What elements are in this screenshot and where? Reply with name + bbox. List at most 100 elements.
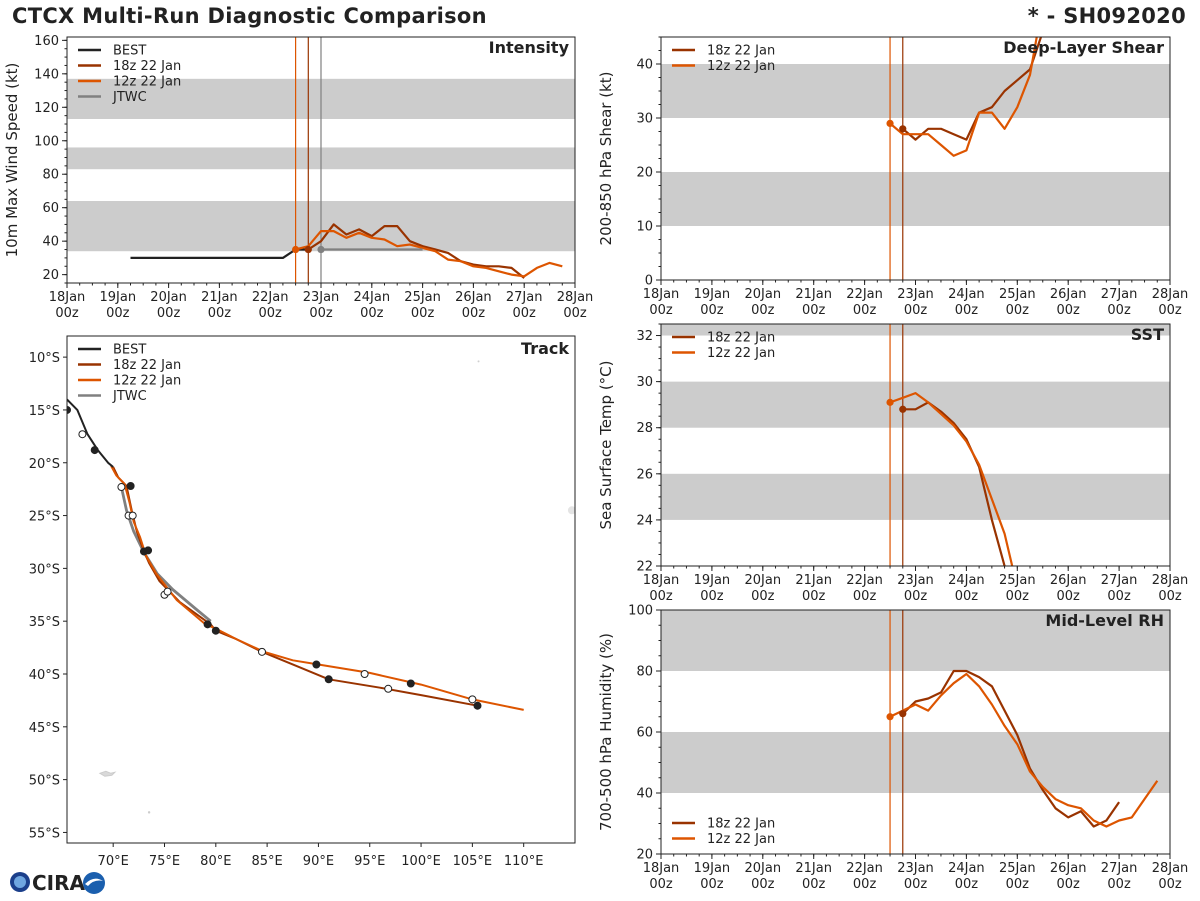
sst-ytick-label: 30 (636, 375, 653, 390)
sst-xtick-day: 23Jan (897, 573, 934, 588)
sst-xtick-day: 26Jan (1050, 573, 1087, 588)
track-marker (78, 430, 87, 439)
rh-series-run12 (889, 672, 1159, 828)
track-marker (163, 587, 172, 596)
intensity-xtick-hour: 00z (55, 306, 79, 321)
rh-xtick-day: 24Jan (948, 861, 985, 876)
track-marker (117, 483, 126, 492)
intensity-xtick-day: 26Jan (455, 290, 492, 305)
rh-xtick-hour: 00z (853, 877, 877, 892)
intensity-xtick-day: 25Jan (404, 290, 441, 305)
intensity-marker-run18 (304, 245, 312, 254)
sst-xtick-day: 18Jan (643, 573, 680, 588)
shear-panel: 01020304018Jan00z19Jan00z20Jan00z21Jan00… (597, 36, 1188, 318)
shear-xtick-hour: 00z (1158, 303, 1182, 318)
track-xtick-label: 100°E (401, 854, 441, 869)
rh-xtick-day: 28Jan (1152, 861, 1189, 876)
shear-legend-label-run18: 18z 22 Jan (707, 44, 775, 59)
shear-series-run12 (889, 37, 1038, 157)
rh-xtick-hour: 00z (649, 877, 673, 892)
intensity-xtick-hour: 00z (309, 306, 333, 321)
intensity-ytick-label: 140 (34, 67, 59, 82)
sst-band-0 (661, 473, 1170, 520)
intensity-legend-label-jtwc: JTWC (112, 90, 147, 105)
intensity-xtick-day: 19Jan (100, 290, 137, 305)
shear-xtick-hour: 00z (700, 303, 724, 318)
rh-xtick-hour: 00z (1158, 877, 1182, 892)
rh-xtick-day: 27Jan (1101, 861, 1138, 876)
sst-xtick-day: 22Jan (846, 573, 883, 588)
intensity-series-run18 (307, 223, 525, 279)
track-marker (360, 670, 369, 678)
rh-marker-run12 (886, 713, 894, 721)
sst-legend-label-run12: 12z 22 Jan (707, 346, 775, 361)
sst-xtick-day: 19Jan (694, 573, 731, 588)
track-marker (384, 684, 393, 693)
shear-xtick-day: 25Jan (999, 287, 1036, 302)
track-frame (66, 335, 576, 844)
track-marker (126, 481, 135, 490)
shear-xtick-hour: 00z (1006, 303, 1030, 318)
rh-ytick-label: 80 (636, 665, 653, 680)
track-land-christmas (477, 360, 480, 363)
shear-marker-run18 (899, 125, 907, 133)
rh-ylabel: 700-500 hPa Humidity (%) (597, 633, 615, 831)
rh-xtick-day: 25Jan (999, 861, 1036, 876)
rh-ytick-label: 40 (636, 787, 653, 802)
track-marker (203, 620, 212, 629)
shear-ytick-label: 30 (636, 112, 653, 127)
shear-xtick-hour: 00z (853, 303, 877, 318)
intensity-xtick-day: 21Jan (201, 290, 238, 305)
intensity-ylabel: 10m Max Wind Speed (kt) (3, 63, 21, 258)
shear-band-1 (661, 64, 1170, 118)
rh-ytick-label: 20 (636, 848, 653, 863)
shear-xtick-day: 20Jan (745, 287, 782, 302)
shear-xtick-day: 27Jan (1101, 287, 1138, 302)
rh-legend-label-run18: 18z 22 Jan (707, 817, 775, 832)
intensity-xtick-day: 24Jan (354, 290, 391, 305)
track-marker (90, 446, 99, 455)
intensity-xtick-hour: 00z (360, 306, 384, 321)
track-xtick-label: 105°E (453, 854, 493, 869)
shear-ytick-label: 0 (645, 274, 653, 289)
cira-logo: CIRA (6, 867, 106, 897)
sst-series-run12 (889, 392, 1014, 566)
rh-marker-run18 (899, 710, 907, 718)
intensity-xtick-hour: 00z (106, 306, 130, 321)
track-marker (67, 405, 71, 414)
track-xtick-label: 85°E (251, 854, 282, 869)
sst-xtick-hour: 00z (649, 589, 673, 604)
rh-legend-label-run12: 12z 22 Jan (707, 832, 775, 847)
intensity-xtick-day: 27Jan (506, 290, 543, 305)
sst-xtick-day: 27Jan (1101, 573, 1138, 588)
shear-ytick-label: 40 (636, 58, 653, 73)
track-marker (468, 695, 477, 704)
sst-ytick-label: 28 (636, 421, 653, 436)
track-ytick-label: 20°S (29, 457, 60, 472)
track-land-heard (147, 811, 151, 814)
shear-xtick-hour: 00z (904, 303, 928, 318)
shear-xtick-hour: 00z (1057, 303, 1081, 318)
sst-marker-run12 (886, 398, 894, 406)
sst-legend-label-run18: 18z 22 Jan (707, 331, 775, 346)
shear-plot-area (661, 37, 1170, 280)
intensity-xtick-day: 20Jan (150, 290, 187, 305)
rh-band-0 (661, 732, 1170, 793)
shear-band-0 (661, 172, 1170, 226)
cira-logo-mark: CIRA (10, 871, 105, 895)
figure-title: CTCX Multi-Run Diagnostic Comparison (12, 4, 487, 28)
shear-xtick-day: 19Jan (694, 287, 731, 302)
logo-text: CIRA (32, 871, 86, 895)
track-ytick-label: 15°S (29, 404, 60, 419)
track-xtick-label: 80°E (200, 854, 231, 869)
intensity-xtick-hour: 00z (513, 306, 537, 321)
intensity-title: Intensity (489, 38, 570, 57)
rh-ytick-label: 60 (636, 726, 653, 741)
sst-xtick-hour: 00z (1107, 589, 1131, 604)
intensity-xtick-day: 23Jan (303, 290, 340, 305)
storm-id-label: * - SH092020 (1027, 4, 1186, 28)
track-marker (312, 660, 321, 669)
sst-xtick-day: 20Jan (745, 573, 782, 588)
track-marker (211, 626, 220, 635)
